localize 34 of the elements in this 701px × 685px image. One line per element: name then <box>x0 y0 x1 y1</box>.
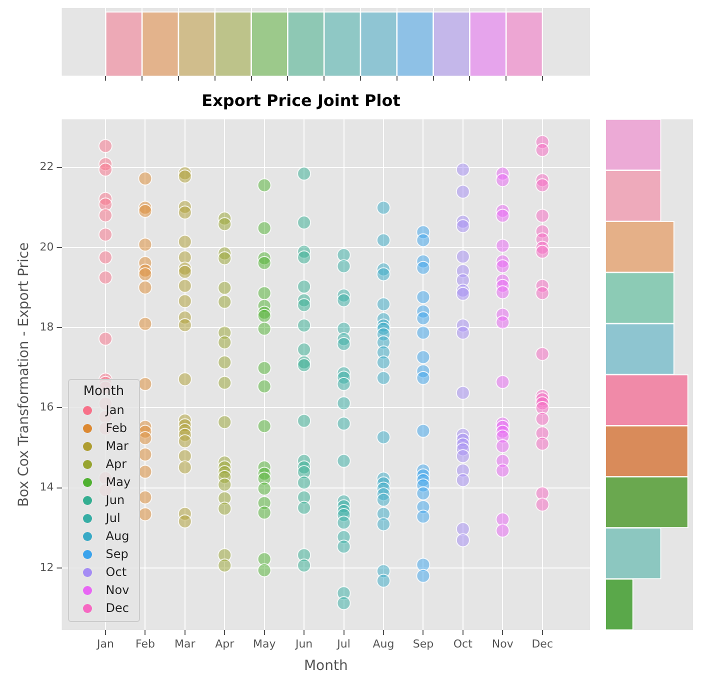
x-tick-label: May <box>252 637 276 650</box>
x-tick-label: Jul <box>336 637 350 650</box>
x-tick-label: Apr <box>215 637 235 650</box>
x-tick-label: Dec <box>532 637 553 650</box>
legend-label: Apr <box>106 457 127 471</box>
x-tick-label: Aug <box>372 637 394 650</box>
x-tick-label: Mar <box>174 637 196 650</box>
y-tick-label: 16 <box>40 400 54 414</box>
x-tick-label: Oct <box>453 637 474 650</box>
y-tick-label: 14 <box>40 480 54 494</box>
legend-label: Oct <box>106 565 127 579</box>
x-tick-label: Jun <box>294 637 313 650</box>
x-tick-label: Sep <box>412 637 434 650</box>
y-tick-label: 22 <box>40 160 54 174</box>
legend-title: Month <box>82 384 126 399</box>
x-tick-label: Nov <box>492 637 514 650</box>
y-tick-label: 20 <box>40 240 54 254</box>
legend-label: Sep <box>106 547 128 561</box>
legend-label: Mar <box>106 439 128 453</box>
legend-label: Aug <box>106 529 130 543</box>
legend-label: Jan <box>106 403 124 417</box>
y-axis-title: Box Cox Transformation - Export Price <box>16 242 32 507</box>
y-tick-label: 12 <box>40 560 54 574</box>
chart-title: Export Price Joint Plot <box>202 90 401 110</box>
legend-label: Feb <box>106 421 128 435</box>
legend-label: Dec <box>106 601 130 615</box>
x-tick-label: Jan <box>96 637 114 650</box>
x-axis-title: Month <box>304 658 348 674</box>
legend-label: Jul <box>106 511 120 525</box>
y-tick-label: 18 <box>40 320 54 334</box>
legend-label: May <box>106 475 131 489</box>
legend-label: Jun <box>106 493 125 507</box>
legend-label: Nov <box>106 583 130 597</box>
x-tick-label: Feb <box>135 637 155 650</box>
